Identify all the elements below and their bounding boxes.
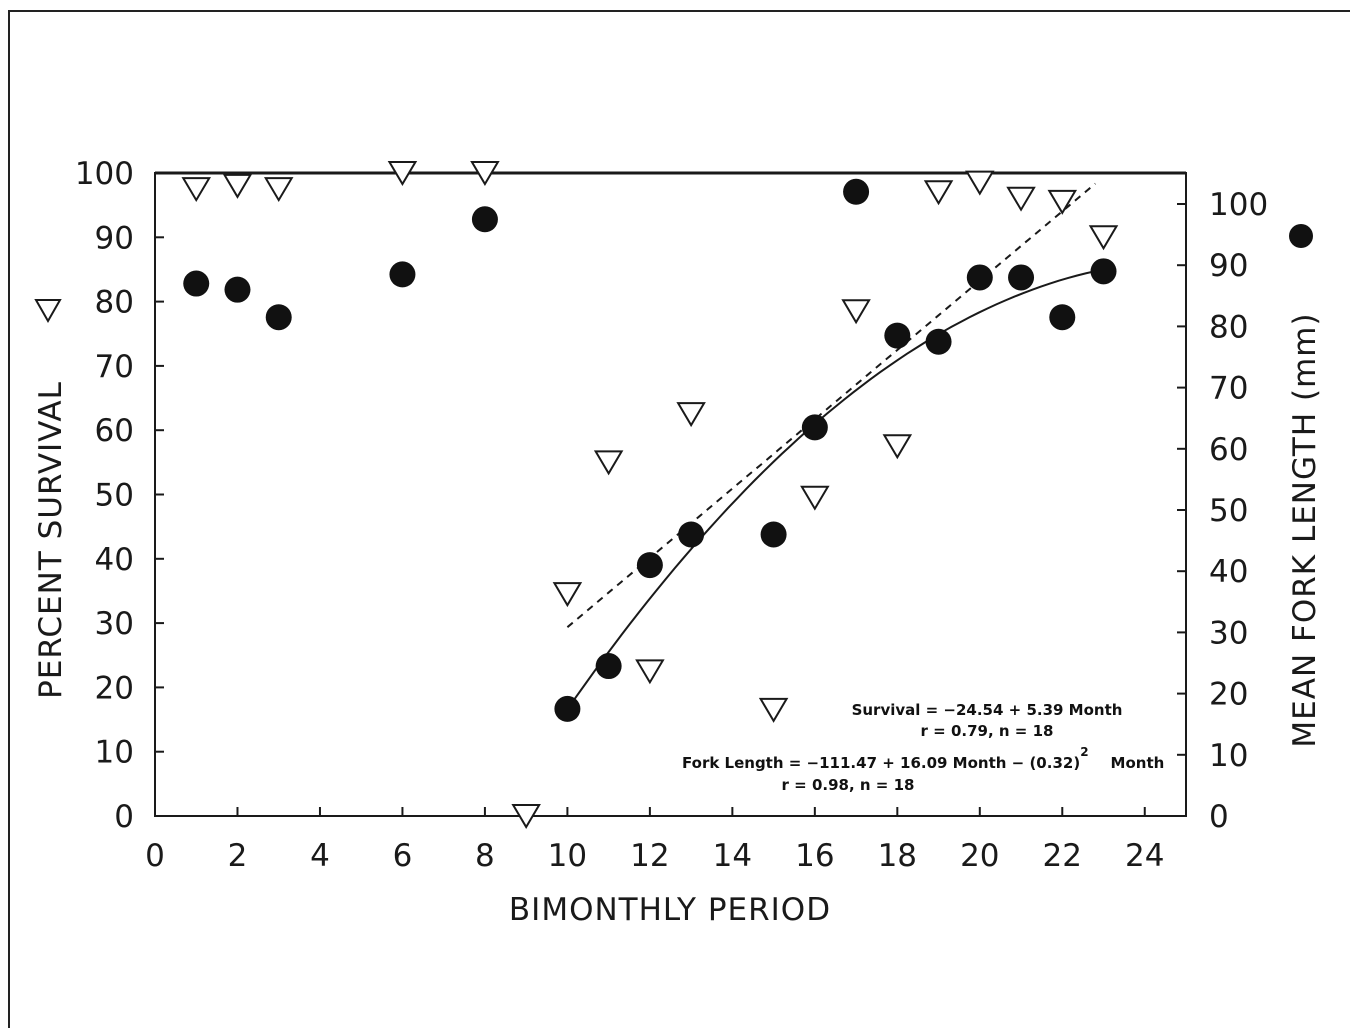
survival-point (387, 161, 418, 186)
right-y-tick-label: 80 (1209, 309, 1248, 345)
x-tick-label: 6 (393, 838, 413, 874)
survival-point (676, 402, 706, 428)
fork-length-point (471, 206, 498, 233)
survival-point (1088, 225, 1119, 251)
fork-length-point (1049, 304, 1076, 331)
fork-length-point (389, 261, 416, 288)
left-y-tick-label: 40 (95, 542, 134, 578)
x-tick-label: 12 (630, 838, 669, 874)
right-y-tick-label: 30 (1209, 615, 1248, 651)
survival-point (470, 161, 500, 186)
left-y-tick-label: 100 (75, 156, 134, 192)
left-y-tick-label: 10 (95, 735, 134, 771)
right-y-tick-label: 90 (1209, 248, 1248, 284)
plot-area (154, 171, 1187, 817)
x-axis: 0 2 4 6 8 10 12 14 16 18 20 22 24 (145, 807, 1164, 874)
x-tick-label: 22 (1043, 838, 1082, 874)
right-y-tick-label: 10 (1209, 738, 1248, 774)
fork-length-point (224, 276, 251, 303)
survival-point (882, 434, 913, 460)
fork-length-point (843, 178, 870, 205)
fork-length-point (925, 328, 952, 355)
fork-length-fit-line (566, 268, 1104, 710)
figure-frame (8, 10, 1350, 1028)
data-marks (181, 161, 1119, 829)
survival-fit-line (566, 182, 1096, 628)
fork-length-point (678, 521, 705, 548)
fork-length-point (801, 414, 828, 441)
fork-length-point (183, 270, 210, 297)
left-y-tick-label: 70 (95, 349, 134, 385)
survival-point (841, 299, 871, 325)
survival-point (635, 659, 665, 685)
left-y-tick-label: 30 (95, 606, 134, 642)
survival-stats: r = 0.79, n = 18 (921, 722, 1054, 740)
fork-length-stats: r = 0.98, n = 18 (782, 776, 915, 794)
right-y-axis: 0 10 20 30 40 50 60 70 80 90 100 (1177, 187, 1268, 835)
right-y-tick-label: 20 (1209, 677, 1248, 713)
x-tick-label: 16 (795, 838, 834, 874)
fork-length-point (265, 304, 292, 331)
survival-point (181, 177, 211, 203)
right-y-tick-label: 50 (1209, 493, 1248, 529)
x-tick-label: 0 (145, 838, 165, 874)
survival-equation: Survival = −24.54 + 5.39 Month (852, 701, 1123, 719)
left-y-axis-label: PERCENT SURVIVAL (33, 381, 69, 699)
x-tick-label: 14 (713, 838, 752, 874)
x-tick-label: 2 (228, 838, 248, 874)
fork-length-point (595, 653, 622, 680)
survival-point (222, 173, 253, 199)
left-legend-triangle-icon (34, 299, 62, 324)
x-tick-label: 18 (878, 838, 917, 874)
right-y-tick-label: 40 (1209, 554, 1248, 590)
left-y-tick-label: 60 (95, 413, 134, 449)
plot-border (154, 172, 1187, 817)
x-tick-label: 24 (1125, 838, 1164, 874)
left-y-tick-label: 0 (114, 799, 134, 835)
x-tick-label: 10 (548, 838, 587, 874)
x-tick-label: 20 (960, 838, 999, 874)
right-y-tick-label: 100 (1209, 187, 1268, 223)
left-y-axis: 0 10 20 30 40 50 60 70 80 90 100 (75, 156, 164, 835)
survival-point (593, 450, 624, 476)
x-tick-label: 4 (310, 838, 330, 874)
left-y-tick-label: 80 (95, 285, 134, 321)
survival-point (923, 180, 954, 206)
fit-lines (566, 182, 1104, 710)
fork-length-point (966, 264, 993, 291)
survival-point (1047, 189, 1078, 215)
fork-length-point (1090, 258, 1117, 285)
x-axis-label: BIMONTHLY PERIOD (509, 892, 831, 928)
left-y-tick-label: 90 (95, 220, 134, 256)
x-tick-label: 8 (475, 838, 495, 874)
fork-length-equation: Fork Length = −111.47 + 16.09 Month − (0… (682, 745, 1164, 772)
survival-point (800, 485, 830, 511)
fork-length-point (636, 552, 663, 579)
fork-length-point (884, 322, 911, 349)
survival-point (1006, 186, 1036, 212)
survival-point (511, 804, 541, 829)
right-y-axis-label: MEAN FORK LENGTH (mm) (1287, 312, 1323, 747)
left-y-tick-label: 50 (95, 478, 134, 514)
left-y-tick-label: 20 (95, 670, 134, 706)
survival-point (758, 697, 789, 723)
survival-point (552, 582, 583, 608)
survival-point (965, 170, 995, 196)
right-y-tick-label: 70 (1209, 371, 1248, 407)
fork-length-point (1008, 264, 1035, 291)
right-legend-circle-icon (1289, 224, 1313, 248)
right-y-tick-label: 60 (1209, 432, 1248, 468)
survival-point (263, 177, 294, 203)
fork-length-point (760, 521, 787, 548)
fork-length-point (554, 695, 581, 722)
right-y-tick-label: 0 (1209, 799, 1229, 835)
